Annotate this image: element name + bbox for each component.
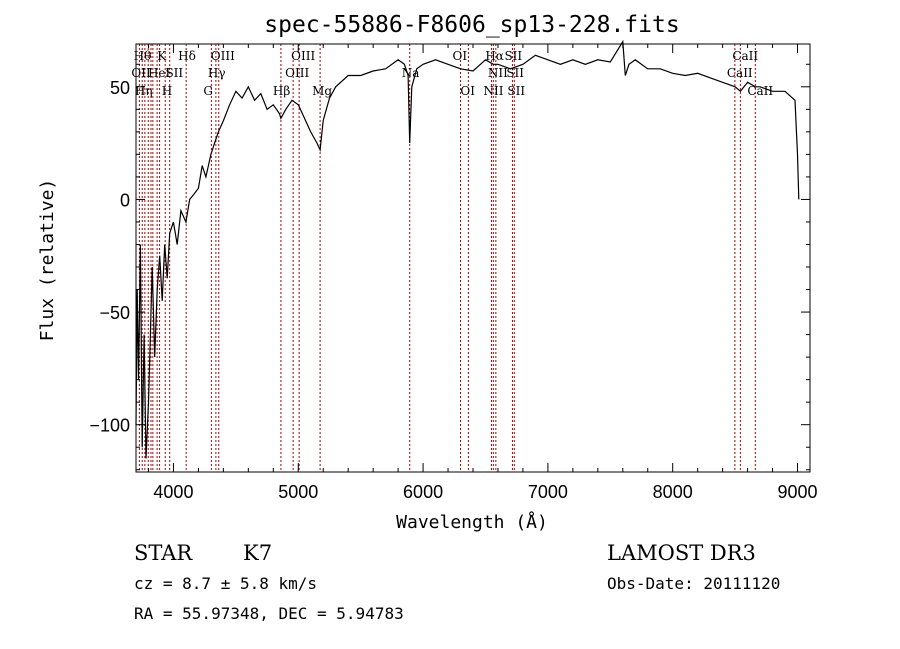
line-label: CaII — [727, 66, 753, 80]
line-label: Hβ — [273, 84, 290, 98]
line-label: Na — [402, 66, 420, 80]
line-label: Hγ — [208, 66, 226, 80]
object-subclass: K7 — [243, 541, 272, 565]
x-axis-label: Wavelength (Å) — [396, 511, 548, 533]
line-label: OI — [453, 49, 468, 63]
line-label: G — [203, 84, 213, 98]
line-label: Hη — [135, 84, 153, 98]
x-tick-label: 9000 — [777, 482, 817, 502]
y-axis-label: Flux (relative) — [37, 179, 58, 342]
line-label: Hθ — [134, 49, 152, 63]
line-label: NII — [488, 66, 508, 80]
line-label: Hδ — [178, 49, 196, 63]
y-tick-label: 0 — [120, 190, 130, 210]
redshift-cz: cz = 8.7 ± 5.8 km/s — [134, 574, 317, 593]
x-axis: 4000 5000 6000 7000 8000 9000 — [147, 44, 818, 502]
observation-date: Obs-Date: 20111120 — [607, 574, 780, 593]
line-label: NII — [483, 84, 503, 98]
spectrum-line — [135, 39, 800, 459]
line-label: Mg — [312, 84, 332, 98]
x-tick-label: 6000 — [403, 482, 443, 502]
x-tick-label: 5000 — [278, 482, 318, 502]
line-label: H — [162, 84, 172, 98]
line-label: SII — [506, 66, 524, 80]
line-label: SII — [165, 66, 183, 80]
line-label: OIII — [291, 49, 315, 63]
y-tick-label: −50 — [99, 303, 130, 323]
line-label: CaII — [747, 84, 773, 98]
y-tick-label: −100 — [89, 416, 130, 436]
line-label: SII — [507, 84, 525, 98]
object-class: STAR — [134, 541, 193, 565]
survey-name: LAMOST DR3 — [607, 541, 756, 565]
line-label: CaII — [732, 49, 758, 63]
line-label: HeI — [148, 66, 171, 80]
line-label: OIII — [211, 49, 235, 63]
line-label: K — [157, 49, 167, 63]
reference-lines — [138, 44, 756, 472]
line-label: SII — [504, 49, 522, 63]
x-tick-label: 4000 — [153, 482, 193, 502]
chart-title: spec-55886-F8606_sp13-228.fits — [264, 12, 679, 38]
y-tick-label: 50 — [110, 78, 130, 98]
line-label: OIII — [285, 66, 309, 80]
line-label: Hα — [485, 49, 504, 63]
coordinates: RA = 55.97348, DEC = 5.94783 — [134, 604, 404, 623]
plot-frame — [135, 43, 811, 473]
line-label: OI — [460, 84, 475, 98]
x-tick-label: 7000 — [528, 482, 568, 502]
y-axis: −100 −50 0 50 — [89, 63, 810, 471]
x-tick-label: 8000 — [653, 482, 693, 502]
